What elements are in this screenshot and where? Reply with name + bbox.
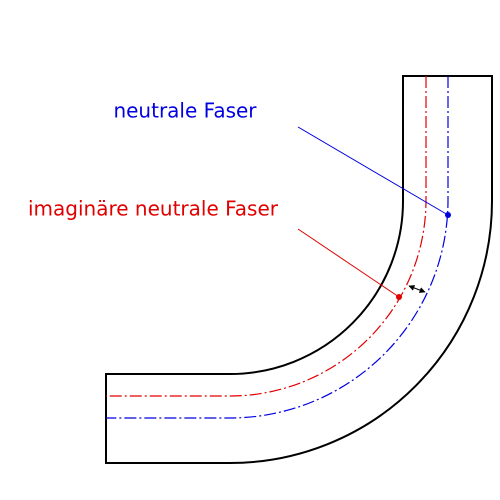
imaginary-neutral-fiber-line — [106, 76, 427, 397]
imaginary-fiber-leader — [297, 228, 400, 298]
neutral-fiber-leader — [297, 126, 449, 216]
neutral-fiber-label: neutrale Faser — [113, 99, 257, 123]
offset-arrow — [408, 285, 426, 293]
imaginary-fiber-label: imaginäre neutrale Faser — [28, 197, 279, 221]
neutral-fiber-point — [445, 212, 451, 218]
neutral-fiber-line — [106, 76, 449, 419]
imaginary-fiber-point — [396, 294, 402, 300]
bent-beam-outline — [105, 75, 494, 464]
